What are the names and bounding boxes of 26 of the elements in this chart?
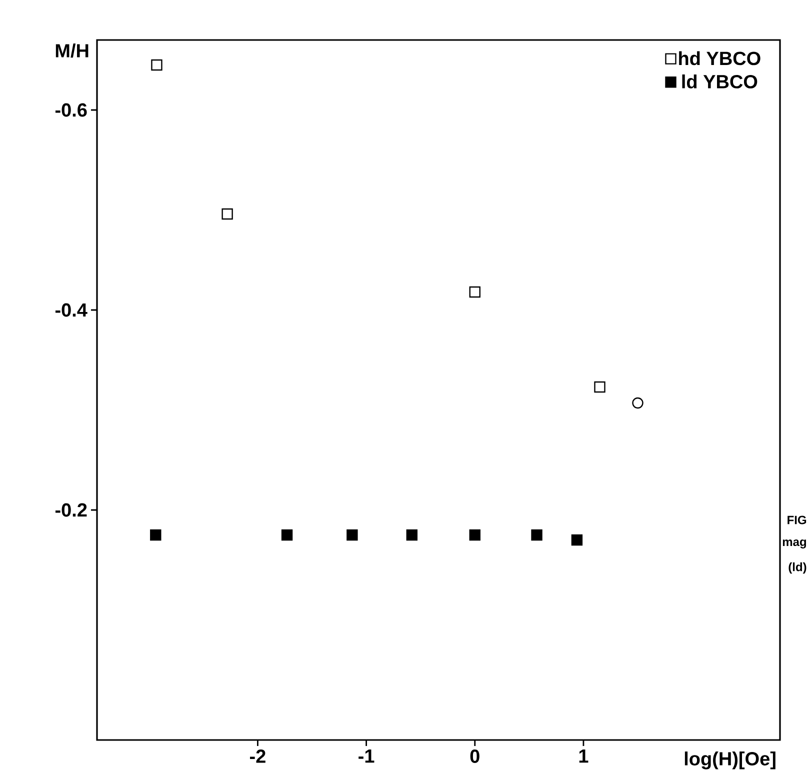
- legend-label: ld YBCO: [682, 74, 758, 89]
- point: [469, 530, 480, 541]
- x-tick-label: 1: [579, 750, 588, 763]
- point: [571, 534, 583, 546]
- legend-label: hd YBCO: [679, 51, 760, 66]
- point: [594, 382, 606, 393]
- point: [346, 530, 358, 541]
- y-tick-label: -0.2: [55, 503, 87, 517]
- point: [406, 530, 418, 541]
- y-tick-label: -0.4: [55, 303, 88, 317]
- x-tick-label: -2: [250, 750, 266, 763]
- point: [281, 530, 293, 541]
- point: [150, 530, 162, 541]
- point: [632, 398, 644, 409]
- point: [531, 530, 542, 541]
- text: FIG: [788, 516, 806, 524]
- x-tick-label: -1: [358, 750, 374, 763]
- text: mag: [782, 540, 806, 549]
- y-tick-label: -0.6: [55, 103, 87, 117]
- point: [469, 286, 480, 298]
- point: [151, 60, 162, 71]
- x-axis-title: log(H)[Oe]: [684, 752, 776, 770]
- text: (ld): [788, 562, 806, 574]
- x-tick-label: 0: [470, 750, 480, 764]
- y-axis-title: M/H: [56, 44, 88, 58]
- point: [222, 208, 233, 220]
